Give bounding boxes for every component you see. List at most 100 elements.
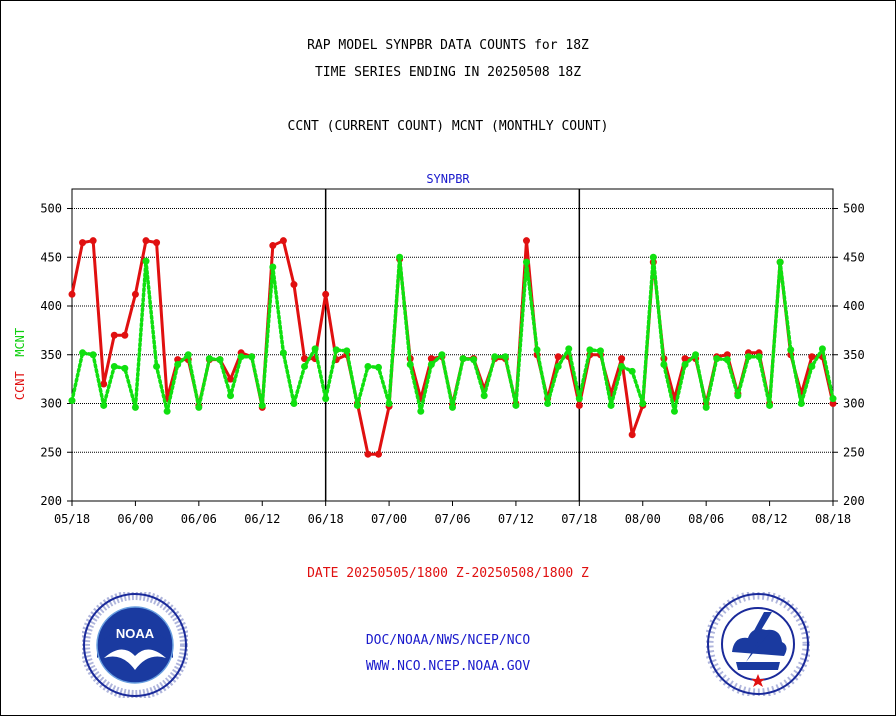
plot-area (71, 188, 834, 502)
data-point-mcnt (575, 395, 583, 403)
data-point-ccnt (68, 290, 76, 298)
data-point-mcnt (723, 356, 731, 364)
data-point-mcnt (195, 403, 203, 411)
y-tick-label-right: 500 (843, 202, 865, 216)
data-point-mcnt (396, 253, 404, 261)
nws-logo (706, 592, 810, 696)
data-point-ccnt (522, 237, 530, 245)
data-point-ccnt (121, 331, 129, 339)
data-point-mcnt (100, 401, 108, 409)
chart-title-line2: TIME SERIES ENDING IN 20250508 18Z (314, 65, 582, 80)
data-point-ccnt (364, 450, 372, 458)
data-point-mcnt (269, 263, 277, 271)
data-point-ccnt (227, 375, 235, 383)
data-point-mcnt (89, 351, 97, 359)
data-point-mcnt (670, 407, 678, 415)
x-tick-label: 08/06 (688, 512, 724, 526)
y-tick-label-left: 450 (40, 250, 62, 264)
data-point-ccnt (100, 380, 108, 388)
data-point-mcnt (332, 346, 340, 354)
data-point-mcnt (427, 361, 435, 368)
data-point-ccnt (153, 239, 161, 247)
data-point-mcnt (364, 362, 372, 370)
data-point-mcnt (554, 362, 562, 370)
series-line-mcnt (70, 255, 835, 414)
data-point-mcnt (744, 353, 752, 361)
data-point-ccnt (427, 355, 435, 363)
data-point-mcnt (512, 401, 520, 409)
data-point-ccnt (290, 281, 298, 289)
y-tick-label-right: 400 (843, 299, 865, 313)
y-tick-label-right: 350 (843, 348, 865, 362)
data-point-ccnt (554, 353, 562, 361)
data-point-ccnt (575, 401, 583, 409)
data-point-mcnt (607, 401, 615, 409)
data-point-mcnt (375, 363, 383, 371)
data-point-mcnt (184, 351, 192, 359)
y-tick-label-left: 400 (40, 299, 62, 313)
chart-title-line1: RAP MODEL SYNPBR DATA COUNTS for 18Z (307, 38, 589, 53)
data-point-ccnt (131, 290, 139, 298)
data-point-mcnt (565, 345, 573, 353)
data-point-mcnt (491, 353, 499, 361)
data-point-mcnt (153, 362, 161, 370)
y-tick-label-right: 300 (843, 397, 865, 411)
series-line-ccnt (70, 239, 835, 456)
data-point-mcnt (776, 258, 784, 266)
data-point-mcnt (438, 351, 446, 359)
website-link[interactable]: WWW.NCO.NCEP.NOAA.GOV (365, 659, 531, 674)
data-point-ccnt (681, 355, 689, 363)
data-point-mcnt (639, 400, 647, 407)
agency-label: DOC/NOAA/NWS/NCEP/NCO (365, 633, 531, 648)
data-point-mcnt (110, 362, 118, 370)
x-tick-label: 07/12 (498, 512, 534, 526)
data-point-mcnt (311, 345, 319, 353)
chart-subtitle: CCNT (CURRENT COUNT) MCNT (MONTHLY COUNT… (287, 119, 609, 134)
data-point-mcnt (449, 403, 456, 411)
data-point-mcnt (702, 403, 710, 411)
y-tick-label-left: 250 (40, 445, 62, 459)
data-point-mcnt (205, 355, 213, 363)
x-tick-label: 07/06 (434, 512, 470, 526)
data-point-ccnt (79, 239, 87, 247)
data-point-mcnt (353, 401, 361, 409)
panel-title: SYNPBR (426, 172, 470, 186)
data-point-ccnt (322, 290, 330, 298)
data-point-mcnt (301, 362, 309, 370)
x-tick-label: 07/18 (561, 512, 597, 526)
x-tick-label: 08/18 (815, 512, 851, 526)
data-point-mcnt (343, 347, 351, 355)
data-point-ccnt (110, 331, 118, 339)
x-tick-label: 06/00 (117, 512, 153, 526)
data-point-mcnt (818, 345, 826, 353)
data-point-mcnt (618, 362, 626, 370)
data-point-mcnt (586, 346, 594, 354)
data-point-mcnt (544, 400, 552, 407)
data-point-mcnt (459, 355, 467, 363)
data-point-mcnt (649, 253, 657, 261)
data-point-mcnt (131, 403, 139, 411)
noaa-logo: NOAA (82, 592, 188, 698)
date-range-label: DATE 20250505/1800 Z-20250508/1800 Z (307, 566, 589, 581)
x-tick-label: 08/00 (625, 512, 661, 526)
data-point-mcnt (237, 353, 245, 361)
data-point-mcnt (755, 353, 763, 361)
data-point-mcnt (596, 347, 604, 355)
data-point-mcnt (766, 401, 774, 409)
data-point-mcnt (174, 361, 182, 368)
x-tick-label: 06/06 (181, 512, 217, 526)
data-point-mcnt (121, 364, 129, 372)
data-point-mcnt (163, 407, 171, 415)
data-point-ccnt (628, 431, 636, 439)
data-point-ccnt (808, 353, 816, 361)
data-point-mcnt (322, 395, 330, 403)
data-point-mcnt (279, 349, 287, 357)
data-point-mcnt (692, 351, 700, 359)
y-tick-label-right: 200 (843, 494, 865, 508)
y-tick-label-right: 450 (843, 250, 865, 264)
data-point-mcnt (248, 353, 256, 361)
data-point-mcnt (501, 353, 509, 361)
data-point-mcnt (79, 349, 87, 357)
data-point-ccnt (89, 237, 97, 245)
